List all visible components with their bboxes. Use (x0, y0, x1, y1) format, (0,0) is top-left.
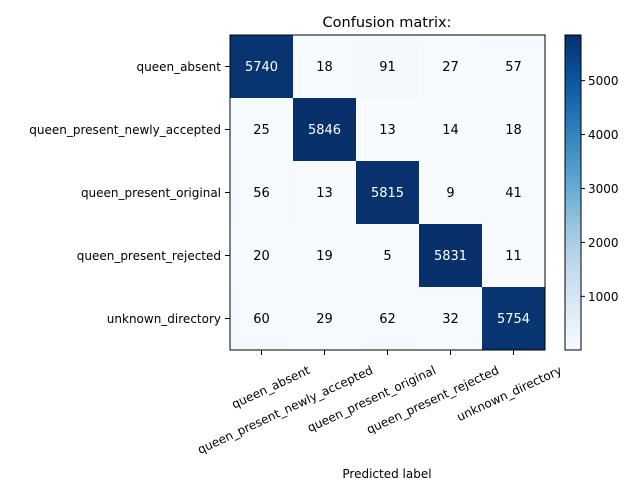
colorbar-tick-label: 1000 (588, 290, 619, 304)
cell-value-label: 5831 (434, 249, 467, 264)
cell-value-label: 29 (316, 312, 333, 327)
colorbar (564, 34, 582, 351)
heatmap-cell (293, 98, 357, 162)
y-tick-label: queen_present_original (81, 186, 221, 200)
heatmap-cell (356, 98, 420, 162)
x-axis-label: Predicted label (342, 467, 431, 480)
cell-value-label: 5846 (308, 123, 341, 138)
cell-value-label: 5740 (245, 60, 278, 75)
heatmap-cells (230, 35, 546, 351)
cell-value-label: 5754 (497, 312, 530, 327)
colorbar-ticks: 1000 2000 3000 4000 5000 (581, 74, 619, 304)
chart-title: Confusion matrix: (323, 15, 452, 31)
colorbar-tick-label: 4000 (588, 128, 619, 142)
colorbar-tick-label: 3000 (588, 182, 619, 196)
heatmap-cell (230, 161, 294, 225)
colorbar-tick-label: 5000 (588, 74, 619, 88)
y-tick-label: queen_present_newly_accepted (29, 123, 221, 137)
heatmap-cell (356, 224, 420, 288)
x-axis: queen_absentqueen_present_newly_accepted… (195, 350, 564, 457)
heatmap-cell (482, 224, 546, 288)
heatmap-cell (230, 224, 294, 288)
x-tick-label: unknown_directory (455, 363, 564, 424)
heatmap-cell (419, 98, 483, 162)
y-tick-label: queen_absent (136, 60, 221, 74)
heatmap-cell (356, 287, 420, 351)
cell-value-label: 56 (253, 186, 270, 201)
cell-value-label: 18 (316, 60, 333, 75)
cell-value-label: 25 (253, 123, 270, 138)
heatmap-cell (419, 161, 483, 225)
heatmap-cell (419, 224, 483, 288)
cell-value-label: 57 (505, 60, 522, 75)
heatmap-cell (419, 35, 483, 99)
y-tick-label: unknown_directory (107, 312, 221, 326)
heatmap-cell (482, 161, 546, 225)
heatmap-cell (293, 161, 357, 225)
heatmap-cell (356, 161, 420, 225)
cell-value-label: 19 (316, 249, 333, 264)
heatmap-cell (293, 35, 357, 99)
cell-value-label: 91 (379, 60, 396, 75)
cell-value-label: 13 (316, 186, 333, 201)
cell-value-label: 11 (505, 249, 522, 264)
cell-value-label: 32 (442, 312, 459, 327)
cell-value-label: 5815 (371, 186, 404, 201)
heatmap-cell (482, 35, 546, 99)
cell-value-label: 9 (446, 186, 454, 201)
heatmap-cell (293, 287, 357, 351)
heatmap-cell (482, 287, 546, 351)
cell-value-labels: 5740 18 91 27 57 25 5846 13 14 18 56 13 5815 9 41 20 19 5… (245, 60, 530, 327)
cell-value-label: 5 (383, 249, 391, 264)
heatmap-cell (230, 287, 294, 351)
heatmap-cell (482, 98, 546, 162)
cell-value-label: 13 (379, 123, 396, 138)
y-tick-label: queen_present_rejected (77, 249, 221, 263)
cell-value-label: 62 (379, 312, 396, 327)
heatmap-cell (230, 98, 294, 162)
cell-value-label: 14 (442, 123, 459, 138)
heatmap-cell (293, 224, 357, 288)
cell-value-label: 27 (442, 60, 459, 75)
cell-value-label: 18 (505, 123, 522, 138)
colorbar-tick-label: 2000 (588, 236, 619, 250)
heatmap-cell (419, 287, 483, 351)
cell-value-label: 60 (253, 312, 270, 327)
cell-value-label: 20 (253, 249, 270, 264)
heatmap-cell (356, 35, 420, 99)
y-axis: queen_absent queen_present_newly_accepted… (29, 60, 230, 326)
cell-value-label: 41 (505, 186, 522, 201)
heatmap-cell (230, 35, 294, 99)
